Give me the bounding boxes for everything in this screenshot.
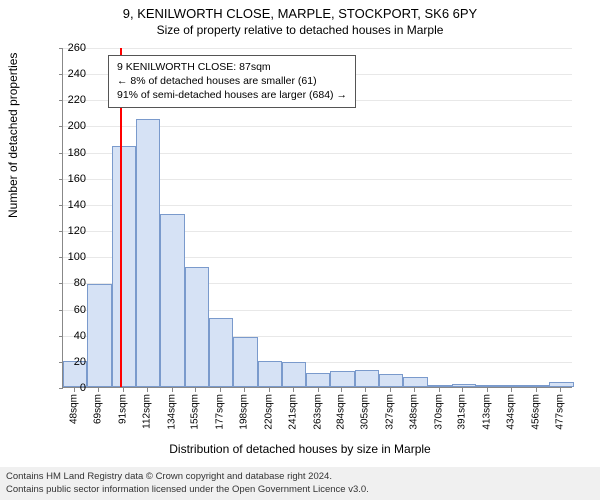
xtick-label: 69sqm: [93, 394, 104, 424]
histogram-bar: [403, 377, 427, 387]
gridline: [63, 48, 572, 49]
histogram-bar: [330, 371, 354, 387]
xtick-mark: [560, 388, 561, 392]
xtick-mark: [365, 388, 366, 392]
footer-line-2: Contains public sector information licen…: [6, 484, 594, 496]
histogram-bar: [112, 146, 136, 387]
histogram-bar: [379, 374, 403, 387]
xtick-mark: [172, 388, 173, 392]
histogram-bar: [501, 385, 525, 387]
annotation-box: 9 KENILWORTH CLOSE: 87sqm← 8% of detache…: [108, 55, 356, 108]
ytick-label: 0: [56, 382, 86, 394]
histogram-bar: [160, 214, 184, 387]
histogram-bar: [282, 362, 306, 387]
histogram-bar: [136, 119, 160, 387]
xtick-label: 198sqm: [239, 394, 250, 430]
xtick-mark: [536, 388, 537, 392]
histogram-chart: 9 KENILWORTH CLOSE: 87sqm← 8% of detache…: [62, 48, 572, 418]
xtick-label: 134sqm: [166, 394, 177, 430]
annotation-line: 9 KENILWORTH CLOSE: 87sqm: [117, 60, 347, 74]
ytick-label: 120: [56, 225, 86, 237]
xtick-label: 48sqm: [69, 394, 80, 424]
xtick-label: 305sqm: [360, 394, 371, 430]
ytick-label: 200: [56, 120, 86, 132]
xtick-label: 263sqm: [312, 394, 323, 430]
ytick-label: 260: [56, 42, 86, 54]
y-axis-title: Number of detached properties: [6, 53, 20, 218]
xtick-mark: [195, 388, 196, 392]
xtick-mark: [439, 388, 440, 392]
annotation-line: ← 8% of detached houses are smaller (61): [117, 74, 347, 88]
xtick-mark: [293, 388, 294, 392]
histogram-bar: [525, 385, 549, 387]
footer: Contains HM Land Registry data © Crown c…: [0, 467, 600, 500]
footer-line-1: Contains HM Land Registry data © Crown c…: [6, 471, 594, 483]
xtick-mark: [390, 388, 391, 392]
xtick-label: 370sqm: [433, 394, 444, 430]
xtick-mark: [414, 388, 415, 392]
xtick-label: 477sqm: [554, 394, 565, 430]
xtick-label: 112sqm: [141, 394, 152, 429]
plot-area: 9 KENILWORTH CLOSE: 87sqm← 8% of detache…: [62, 48, 572, 388]
ytick-label: 180: [56, 147, 86, 159]
ytick-label: 220: [56, 94, 86, 106]
xtick-label: 391sqm: [457, 394, 468, 430]
xtick-mark: [318, 388, 319, 392]
histogram-bar: [306, 373, 330, 387]
xtick-label: 348sqm: [408, 394, 419, 430]
xtick-label: 456sqm: [530, 394, 541, 430]
histogram-bar: [476, 385, 500, 387]
histogram-bar: [185, 267, 209, 387]
xtick-mark: [269, 388, 270, 392]
xtick-mark: [341, 388, 342, 392]
ytick-label: 60: [56, 304, 86, 316]
page-subtitle: Size of property relative to detached ho…: [0, 23, 600, 37]
histogram-bar: [428, 385, 452, 387]
ytick-label: 40: [56, 330, 86, 342]
ytick-label: 80: [56, 277, 86, 289]
annotation-line: 91% of semi-detached houses are larger (…: [117, 88, 347, 102]
ytick-label: 160: [56, 173, 86, 185]
histogram-bar: [87, 284, 111, 387]
ytick-label: 240: [56, 68, 86, 80]
page-title: 9, KENILWORTH CLOSE, MARPLE, STOCKPORT, …: [0, 6, 600, 21]
ytick-label: 100: [56, 251, 86, 263]
xtick-label: 220sqm: [263, 394, 274, 430]
xtick-mark: [462, 388, 463, 392]
xtick-label: 284sqm: [336, 394, 347, 430]
xtick-label: 155sqm: [190, 394, 201, 430]
xtick-label: 241sqm: [287, 394, 298, 430]
histogram-bar: [209, 318, 233, 387]
xtick-mark: [98, 388, 99, 392]
xtick-label: 177sqm: [215, 394, 226, 430]
histogram-bar: [233, 337, 257, 387]
ytick-label: 140: [56, 199, 86, 211]
xtick-label: 434sqm: [505, 394, 516, 430]
xtick-mark: [123, 388, 124, 392]
histogram-bar: [258, 361, 282, 387]
xtick-label: 91sqm: [118, 394, 129, 424]
histogram-bar: [355, 370, 379, 387]
histogram-bar: [549, 382, 573, 387]
xtick-mark: [244, 388, 245, 392]
xtick-label: 327sqm: [384, 394, 395, 430]
xtick-label: 413sqm: [482, 394, 493, 430]
xtick-mark: [511, 388, 512, 392]
xtick-mark: [487, 388, 488, 392]
ytick-label: 20: [56, 356, 86, 368]
x-axis-title: Distribution of detached houses by size …: [0, 442, 600, 456]
histogram-bar: [452, 384, 476, 387]
xtick-mark: [147, 388, 148, 392]
title-block: 9, KENILWORTH CLOSE, MARPLE, STOCKPORT, …: [0, 0, 600, 37]
xtick-mark: [220, 388, 221, 392]
